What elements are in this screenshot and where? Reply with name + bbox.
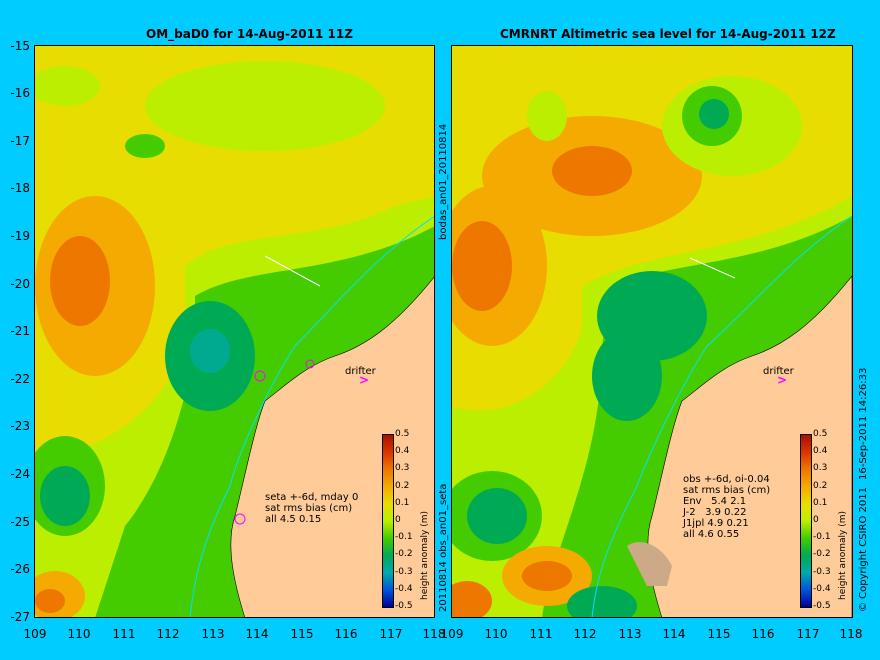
colorbar-tick-label: 0.4	[395, 446, 410, 456]
colorbar-tick-label: -0.1	[813, 532, 831, 542]
x-tick-label: 117	[379, 627, 403, 641]
x-tick-label: 117	[796, 627, 820, 641]
right-colorbar-unit: height anomaly (m)	[838, 510, 848, 600]
colorbar-tick-label: 0.3	[395, 463, 410, 473]
colorbar-tick-label: -0.2	[813, 549, 831, 559]
colorbar-tick-label: -0.4	[813, 584, 831, 594]
left-map-panel	[35, 46, 435, 618]
y-tick-label: -26	[10, 562, 30, 576]
x-tick-label: 113	[201, 627, 225, 641]
x-tick-label: 115	[290, 627, 314, 641]
x-tick-label: 116	[751, 627, 775, 641]
left-map-title: OM_baD0 for 14-Aug-2011 11Z	[146, 27, 353, 41]
right-colorbar	[800, 434, 812, 608]
y-tick-label: -19	[10, 229, 30, 243]
left-colorbar	[382, 434, 394, 608]
colorbar-tick-label: -0.4	[395, 584, 413, 594]
right-map-panel	[452, 46, 852, 618]
right-map-field	[452, 46, 852, 618]
colorbar-tick-label: 0.5	[813, 429, 828, 439]
copyright-label: © Copyright CSIRO 2011	[858, 487, 869, 612]
left-axis-frame	[34, 45, 435, 618]
colorbar-tick-label: 0	[813, 515, 819, 525]
y-tick-label: -22	[10, 372, 30, 386]
y-tick-label: -21	[10, 324, 30, 338]
left-side-label-top: bodas_an01_20110814	[438, 123, 449, 240]
colorbar-tick-label: -0.3	[813, 567, 831, 577]
x-tick-label: 112	[573, 627, 597, 641]
x-tick-label: 112	[156, 627, 180, 641]
left-drifter-label: drifter	[345, 366, 376, 377]
left-drifter-marker: >	[359, 373, 370, 387]
x-tick-label: 115	[707, 627, 731, 641]
colorbar-tick-label: -0.1	[395, 532, 413, 542]
x-tick-label: 111	[112, 627, 136, 641]
colorbar-tick-label: 0.2	[395, 481, 410, 491]
x-tick-label: 109	[440, 627, 464, 641]
colorbar-tick-label: -0.5	[813, 601, 831, 611]
x-tick-label: 109	[23, 627, 47, 641]
colorbar-tick-label: -0.3	[395, 567, 413, 577]
x-tick-label: 118	[422, 627, 446, 641]
y-tick-label: -20	[10, 277, 30, 291]
x-tick-label: 110	[67, 627, 91, 641]
colorbar-tick-label: -0.2	[395, 549, 413, 559]
right-stats-annotation: obs +-6d, oi-0.04 sat rms bias (cm) Env …	[683, 474, 771, 540]
colorbar-tick-label: -0.5	[395, 601, 413, 611]
left-stats-annotation: seta +-6d, mday 0 sat rms bias (cm) all …	[265, 492, 359, 525]
colorbar-tick-label: 0.1	[813, 498, 828, 508]
right-map-title: CMRNRT Altimetric sea level for 14-Aug-2…	[500, 27, 836, 41]
x-tick-label: 116	[334, 627, 358, 641]
colorbar-tick-label: 0.3	[813, 463, 828, 473]
right-axis-frame	[451, 45, 853, 618]
colorbar-tick-label: 0.1	[395, 498, 410, 508]
colorbar-tick-label: 0.2	[813, 481, 828, 491]
left-side-label-bottom: 20110814 obs_an01_seta	[438, 483, 449, 612]
timestamp-label: 16-Sep-2011 14:26:33	[858, 367, 869, 480]
y-tick-label: -25	[10, 515, 30, 529]
right-drifter-label: drifter	[763, 366, 794, 377]
x-tick-label: 110	[484, 627, 508, 641]
colorbar-tick-label: 0.5	[395, 429, 410, 439]
x-tick-label: 113	[618, 627, 642, 641]
x-tick-label: 118	[839, 627, 863, 641]
x-tick-label: 111	[529, 627, 553, 641]
x-tick-label: 114	[662, 627, 686, 641]
y-tick-label: -18	[10, 181, 30, 195]
y-tick-label: -15	[10, 39, 30, 53]
colorbar-tick-label: 0	[395, 515, 401, 525]
right-drifter-marker: >	[777, 373, 788, 387]
y-tick-label: -27	[10, 610, 30, 624]
left-map-field	[35, 46, 435, 618]
y-tick-label: -24	[10, 467, 30, 481]
y-tick-label: -23	[10, 419, 30, 433]
left-colorbar-unit: height anomaly (m)	[420, 510, 430, 600]
y-tick-label: -17	[10, 134, 30, 148]
y-tick-label: -16	[10, 86, 30, 100]
colorbar-tick-label: 0.4	[813, 446, 828, 456]
x-tick-label: 114	[245, 627, 269, 641]
